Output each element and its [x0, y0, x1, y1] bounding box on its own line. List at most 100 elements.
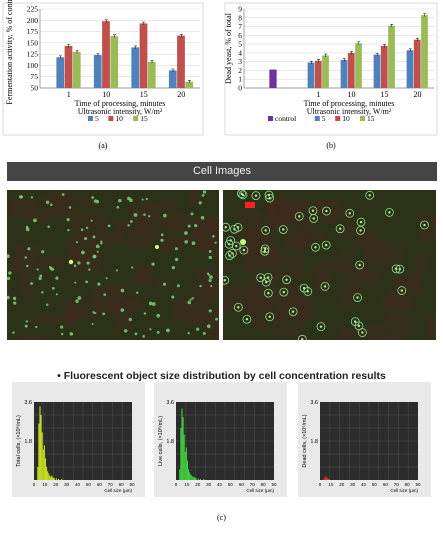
- y-axis-label: Dead yeast, % of total: [224, 12, 233, 84]
- cell: [265, 280, 268, 284]
- cell: [400, 289, 404, 292]
- x-tick-label: 1: [317, 90, 321, 99]
- cell: [26, 264, 29, 268]
- cell-marker: [225, 251, 234, 260]
- micro-texture: [307, 231, 327, 241]
- cell-marker: [320, 282, 330, 291]
- x-tick-label: 20: [53, 482, 59, 487]
- cell: [323, 285, 327, 288]
- micro-texture: [343, 276, 361, 296]
- cell: [30, 196, 34, 199]
- histogram-bar: [326, 477, 328, 480]
- micro-texture: [71, 234, 102, 255]
- cell: [194, 224, 198, 228]
- y-tick-label: 3: [238, 57, 242, 66]
- micro-texture: [202, 281, 219, 304]
- x-tick-label: 70: [394, 482, 400, 487]
- x-tick-label: 0: [33, 482, 36, 487]
- cell: [143, 213, 146, 216]
- cell-marker: [237, 190, 246, 199]
- cell: [25, 320, 28, 323]
- histogram-bar: [183, 434, 185, 480]
- micro-texture: [196, 217, 219, 239]
- cell: [208, 255, 212, 260]
- cell-marker: [223, 275, 230, 285]
- cell: [166, 328, 170, 333]
- y-tick-label: 6: [238, 31, 242, 40]
- legend-swatch-control: [268, 116, 273, 121]
- cell: [92, 311, 95, 314]
- micro-texture: [49, 190, 72, 217]
- micro-texture: [247, 301, 270, 324]
- micro-texture: [398, 274, 422, 294]
- cell: [129, 198, 133, 203]
- cell: [268, 315, 271, 318]
- cell: [201, 193, 205, 197]
- chart-frame: [224, 2, 438, 136]
- cell-marker: [265, 312, 275, 322]
- cell: [60, 325, 64, 329]
- cell: [91, 196, 95, 199]
- micro-texture: [202, 323, 219, 334]
- cell-marker: [239, 245, 249, 255]
- micro-texture: [272, 311, 305, 338]
- cell-marker: [355, 260, 365, 270]
- micro-texture: [215, 332, 219, 340]
- cell-marker: [356, 226, 365, 235]
- cell: [75, 299, 79, 304]
- cell: [100, 240, 103, 243]
- y-tick-label: 100: [27, 61, 39, 70]
- histogram-bar: [199, 478, 202, 480]
- cell-marker: [282, 275, 292, 285]
- histogram-bar: [41, 432, 43, 480]
- bar-series-15: [72, 51, 81, 88]
- cell-marker: [261, 277, 271, 287]
- y-tick-label: 3.6: [24, 400, 32, 406]
- legend-label-15: 15: [140, 114, 148, 123]
- cell: [228, 254, 231, 257]
- cell: [92, 235, 96, 239]
- cell: [263, 250, 266, 253]
- micro-texture: [281, 285, 304, 311]
- bar-series-5: [373, 54, 381, 88]
- cell: [324, 243, 328, 247]
- histogram-bar: [184, 451, 186, 480]
- cell: [115, 269, 119, 272]
- cell: [302, 286, 306, 290]
- cell: [198, 201, 202, 205]
- cell: [187, 224, 191, 228]
- cell: [107, 224, 111, 228]
- legend-label-control: control: [275, 114, 296, 123]
- bright-cell: [68, 259, 74, 265]
- histogram-bar: [197, 478, 199, 480]
- cell: [7, 276, 11, 281]
- y-tick-label: 3.6: [166, 400, 174, 406]
- x-tick-label: 10: [42, 482, 48, 487]
- cell: [49, 267, 53, 271]
- cell-marker: [299, 283, 309, 293]
- cell-marker: [308, 206, 318, 216]
- cell: [148, 301, 153, 306]
- bar-series-10: [314, 60, 322, 88]
- cell-marker: [265, 193, 275, 203]
- cell: [196, 327, 200, 331]
- x-tick-label: 80: [119, 482, 125, 487]
- cell: [88, 268, 91, 271]
- histogram-bar: [203, 479, 205, 480]
- cell: [229, 239, 232, 242]
- cell-marker: [356, 217, 366, 227]
- panel-label: (b): [326, 141, 336, 150]
- micro-texture: [415, 254, 431, 275]
- cell: [61, 193, 65, 196]
- micro-texture: [258, 239, 269, 267]
- cell: [156, 313, 161, 318]
- histogram-bar: [325, 476, 327, 480]
- x-tick-label: 60: [239, 482, 245, 487]
- bar-series-10: [64, 46, 73, 88]
- cell: [348, 212, 351, 215]
- cell: [148, 215, 151, 218]
- bar-series-10: [177, 35, 185, 88]
- cell: [254, 194, 258, 197]
- cell-images-banner: Cell Images: [7, 162, 437, 181]
